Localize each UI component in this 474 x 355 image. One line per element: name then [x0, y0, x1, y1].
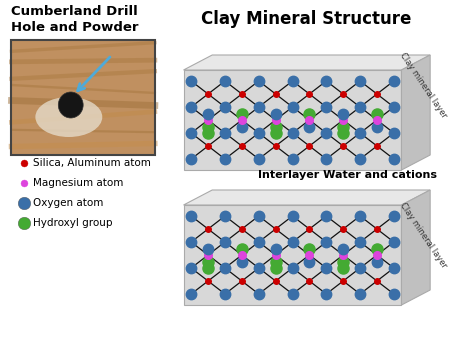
Polygon shape [401, 55, 430, 170]
Text: Clay Mineral Structure: Clay Mineral Structure [201, 10, 411, 28]
Polygon shape [183, 55, 430, 70]
Polygon shape [401, 190, 430, 305]
Text: Oxygen atom: Oxygen atom [34, 198, 104, 208]
Text: Clay mineral layer: Clay mineral layer [398, 201, 449, 269]
Polygon shape [11, 40, 155, 155]
Polygon shape [183, 70, 401, 170]
Polygon shape [183, 205, 401, 305]
Text: Hydroxyl group: Hydroxyl group [34, 218, 113, 228]
Text: Magnesium atom: Magnesium atom [34, 178, 124, 188]
Ellipse shape [36, 97, 102, 137]
Text: Cumberland Drill
Hole and Powder: Cumberland Drill Hole and Powder [11, 5, 139, 34]
Circle shape [58, 92, 83, 118]
Text: Interlayer Water and cations: Interlayer Water and cations [258, 170, 437, 180]
Text: Clay mineral layer: Clay mineral layer [398, 50, 449, 119]
Text: Silica, Aluminum atom: Silica, Aluminum atom [34, 158, 151, 168]
Polygon shape [183, 190, 430, 205]
